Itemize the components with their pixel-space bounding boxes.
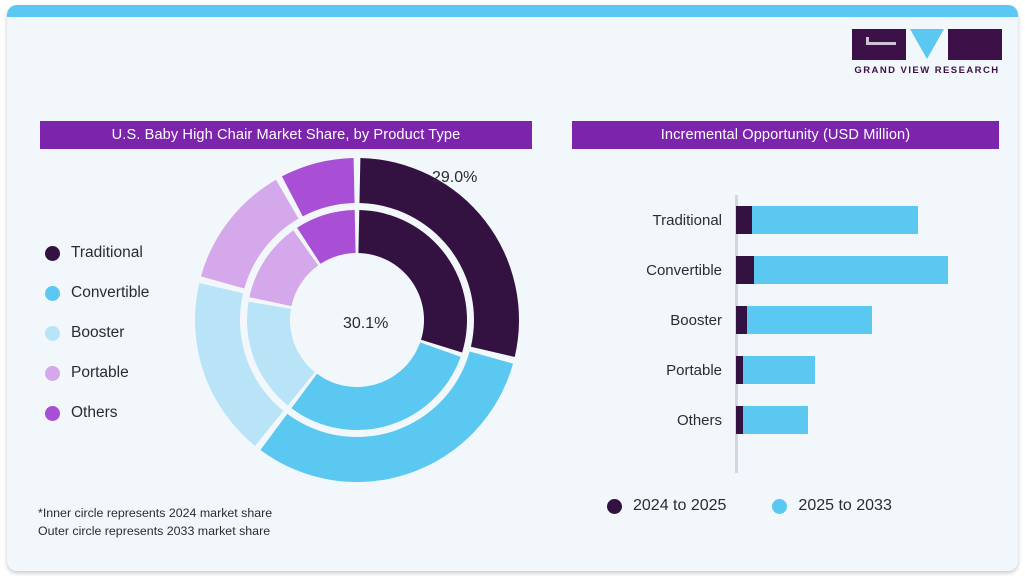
donut-legend-item: Others	[45, 393, 210, 433]
bar-legend-item: 2025 to 2033	[772, 497, 892, 515]
donut-inner-percent-label: 30.1%	[343, 315, 389, 332]
legend-color-dot-icon	[45, 285, 60, 301]
bar-chart-rows: Traditional Convertible Booster Portable Oth…	[572, 195, 1002, 445]
right-panel-title: Incremental Opportunity (USD Million)	[572, 121, 999, 149]
legend-color-dot-icon	[772, 498, 788, 514]
bar-segment-2025-to-2033	[751, 206, 919, 234]
donut-outer-2033-slice-booster	[195, 283, 284, 446]
bar-chart-row: Booster	[572, 295, 1002, 345]
bar-chart-legend: 2024 to 2025 2025 to 2033	[607, 497, 987, 515]
bar-chart-row: Portable	[572, 345, 1002, 395]
bar-chart-row: Others	[572, 395, 1002, 445]
bar-chart-row: Convertible	[572, 245, 1002, 295]
bar-category-label: Booster	[670, 311, 722, 329]
donut-inner-2024-slice-others	[297, 210, 356, 264]
market-share-donut-chart	[192, 155, 522, 485]
brand-logo: GRAND VIEW RESEARCH	[852, 29, 1002, 79]
donut-legend: Traditional Convertible Booster Portable Oth…	[45, 233, 210, 433]
legend-color-dot-icon	[45, 365, 60, 381]
bar-segment-2024-to-2025	[736, 406, 743, 434]
donut-inner-2024-slice-booster	[247, 301, 315, 406]
logo-left-notch-vertical	[866, 37, 869, 45]
donut-outer-2033-slice-portable	[200, 179, 299, 289]
bar-category-label: Others	[676, 411, 722, 429]
donut-outer-2033-slice-others	[281, 158, 355, 217]
footnote-line-2: Outer circle represents 2033 market shar…	[38, 523, 271, 538]
donut-legend-label: Others	[71, 404, 118, 421]
donut-legend-label: Booster	[71, 324, 125, 341]
donut-legend-label: Convertible	[71, 284, 150, 301]
bar-chart-row: Traditional	[572, 195, 1002, 245]
legend-color-dot-icon	[45, 405, 60, 421]
brand-wordmark: GRAND VIEW RESEARCH	[854, 65, 1000, 76]
bar-segment-2025-to-2033	[742, 406, 808, 434]
donut-inner-2024-slice-convertible	[291, 342, 461, 430]
bar-segment-2024-to-2025	[736, 306, 747, 334]
logo-marks	[852, 29, 1002, 62]
bar-segment-2025-to-2033	[746, 306, 872, 334]
infographic-card: GRAND VIEW RESEARCH U.S. Baby High Chair…	[7, 5, 1018, 571]
bar-legend-label: 2024 to 2025	[633, 497, 727, 514]
footnote-line-1: *Inner circle represents 2024 market sha…	[38, 506, 273, 520]
donut-outer-2033-slice-traditional	[359, 158, 519, 357]
incremental-opportunity-bar-chart: Traditional Convertible Booster Portable Oth…	[572, 195, 1002, 475]
donut-outer-ring-2033	[195, 158, 519, 482]
left-panel-title: U.S. Baby High Chair Market Share, by Pr…	[40, 121, 532, 149]
bar-segment-2025-to-2033	[742, 356, 815, 384]
bar-category-label: Portable	[666, 361, 722, 379]
bar-track	[736, 395, 1002, 445]
donut-outer-2033-slice-convertible	[260, 351, 514, 482]
donut-legend-label: Portable	[71, 364, 129, 381]
bar-segment-2024-to-2025	[736, 206, 752, 234]
bar-track	[736, 345, 1002, 395]
donut-legend-item: Traditional	[45, 233, 210, 273]
logo-left-notch-horizontal	[866, 42, 896, 45]
donut-inner-2024-slice-portable	[249, 230, 319, 307]
bar-legend-item: 2024 to 2025	[607, 497, 726, 515]
bar-chart-axis	[735, 195, 738, 473]
donut-footnote: *Inner circle represents 2024 market sha…	[38, 505, 272, 540]
legend-color-dot-icon	[607, 498, 622, 514]
logo-right-block-icon	[948, 29, 1002, 60]
donut-inner-2024-slice-traditional	[358, 210, 467, 353]
bar-track	[736, 245, 1002, 295]
bar-track	[736, 295, 1002, 345]
legend-color-dot-icon	[45, 325, 60, 341]
donut-inner-ring-2024	[247, 210, 467, 430]
donut-svg	[195, 158, 519, 482]
legend-color-dot-icon	[45, 245, 60, 261]
donut-legend-item: Booster	[45, 313, 210, 353]
donut-outer-percent-label: 29.0%	[432, 169, 478, 186]
bar-segment-2025-to-2033	[753, 256, 948, 284]
bar-legend-label: 2025 to 2033	[798, 497, 892, 514]
donut-legend-item: Convertible	[45, 273, 210, 313]
bar-track	[736, 195, 1002, 245]
donut-legend-item: Portable	[45, 353, 210, 393]
bar-segment-2024-to-2025	[736, 256, 754, 284]
bar-segment-2024-to-2025	[736, 356, 743, 384]
bar-category-label: Traditional	[652, 211, 722, 229]
logo-triangle-icon	[910, 29, 944, 59]
donut-legend-label: Traditional	[71, 244, 143, 261]
logo-left-block-icon	[852, 29, 906, 60]
top-accent-bar	[7, 5, 1018, 17]
bar-category-label: Convertible	[646, 261, 722, 279]
